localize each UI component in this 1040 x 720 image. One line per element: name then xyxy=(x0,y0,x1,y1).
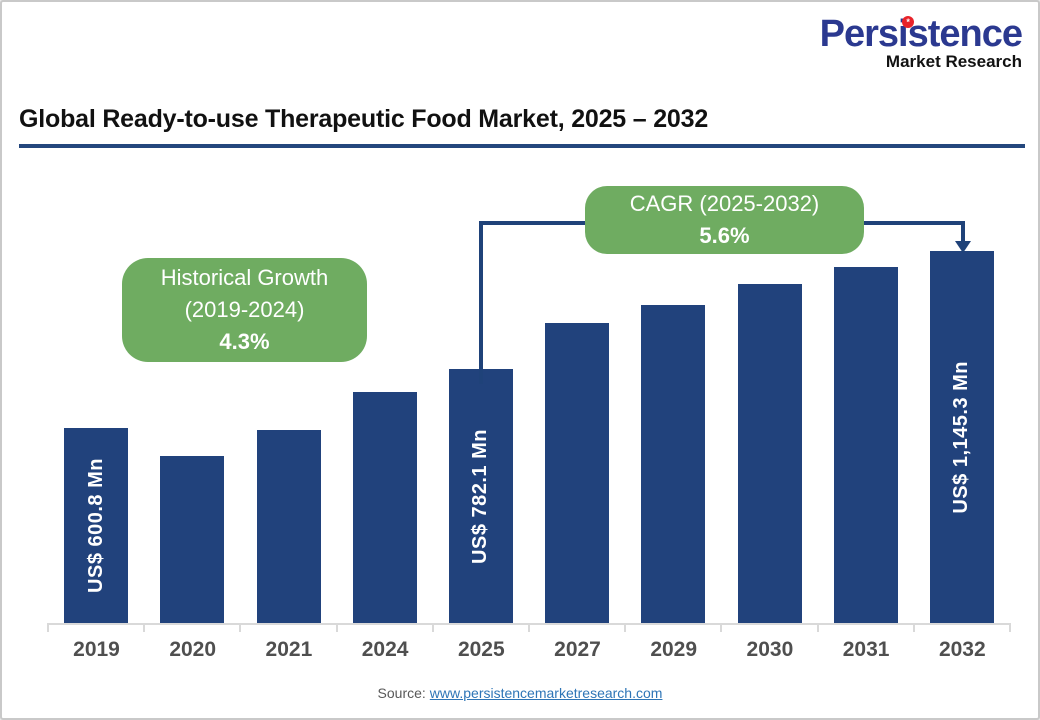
bar-2029 xyxy=(641,305,706,623)
bar-2021 xyxy=(256,430,321,623)
x-axis-tick xyxy=(816,623,819,632)
source-link[interactable]: www.persistencemarketresearch.com xyxy=(429,685,663,701)
x-axis-tick xyxy=(624,623,627,632)
x-tick-label-2032: 2032 xyxy=(938,638,986,661)
x-tick-label-2030: 2030 xyxy=(746,638,794,661)
bar-2027 xyxy=(545,323,610,623)
x-axis-tick xyxy=(528,623,530,632)
x-tick-label-2029: 2029 xyxy=(650,638,698,661)
historical-growth-period: (2019-2024) xyxy=(184,297,305,323)
bar-2025: US$ 782.1 Mn xyxy=(448,369,513,623)
x-tick-label-2025: 2025 xyxy=(457,638,505,661)
x-tick-label-2021: 2021 xyxy=(265,638,313,661)
bar-2019: US$ 600.8 Mn xyxy=(64,428,129,623)
bar-2031 xyxy=(833,267,898,623)
page-title: Global Ready-to-use Therapeutic Food Mar… xyxy=(19,105,709,133)
logo-wordmark-text: Persistence xyxy=(819,13,1023,55)
x-tick-label-2019: 2019 xyxy=(73,638,120,661)
logo-dot-icon: * xyxy=(901,16,914,28)
x-tick-label-2020: 2020 xyxy=(169,638,217,661)
x-axis-tick xyxy=(1009,623,1011,632)
x-tick-label-2027: 2027 xyxy=(554,638,601,661)
bar-value-label-2019: US$ 600.8 Mn xyxy=(84,458,107,593)
cagr-title: CAGR (2025-2032) xyxy=(629,191,820,217)
source-label: Source: xyxy=(377,685,426,701)
brand-logo: Persistence * Market Research xyxy=(819,13,1023,72)
bar-2024 xyxy=(352,392,417,623)
cagr-callout: CAGR (2025-2032) 5.6% xyxy=(585,186,864,254)
x-axis-tick xyxy=(143,623,146,632)
historical-growth-title: Historical Growth xyxy=(160,265,329,291)
x-axis-tick xyxy=(720,623,723,632)
source-line: Source: www.persistencemarketresearch.com xyxy=(2,685,1038,701)
title-underline xyxy=(19,144,1025,148)
bar-value-label-2032: US$ 1,145.3 Mn xyxy=(950,360,973,514)
cagr-value: 5.6% xyxy=(699,223,750,248)
x-tick-label-2031: 2031 xyxy=(842,638,890,661)
x-axis-tick xyxy=(47,623,49,632)
bar-2030 xyxy=(737,284,802,623)
x-axis-tick xyxy=(239,623,242,632)
x-axis-tick xyxy=(431,623,434,632)
bar-2032: US$ 1,145.3 Mn xyxy=(929,251,994,623)
bar-2020 xyxy=(160,456,225,623)
logo-wordmark: Persistence * xyxy=(819,13,1023,56)
x-axis-tick xyxy=(912,623,915,632)
x-axis-tick xyxy=(335,623,338,632)
historical-growth-callout: Historical Growth (2019-2024) 4.3% xyxy=(122,258,367,362)
bar-value-label-2025: US$ 782.1 Mn xyxy=(469,428,492,564)
x-tick-label-2024: 2024 xyxy=(361,638,409,661)
historical-growth-value: 4.3% xyxy=(219,328,270,354)
logo-tagline: Market Research xyxy=(885,51,1022,71)
